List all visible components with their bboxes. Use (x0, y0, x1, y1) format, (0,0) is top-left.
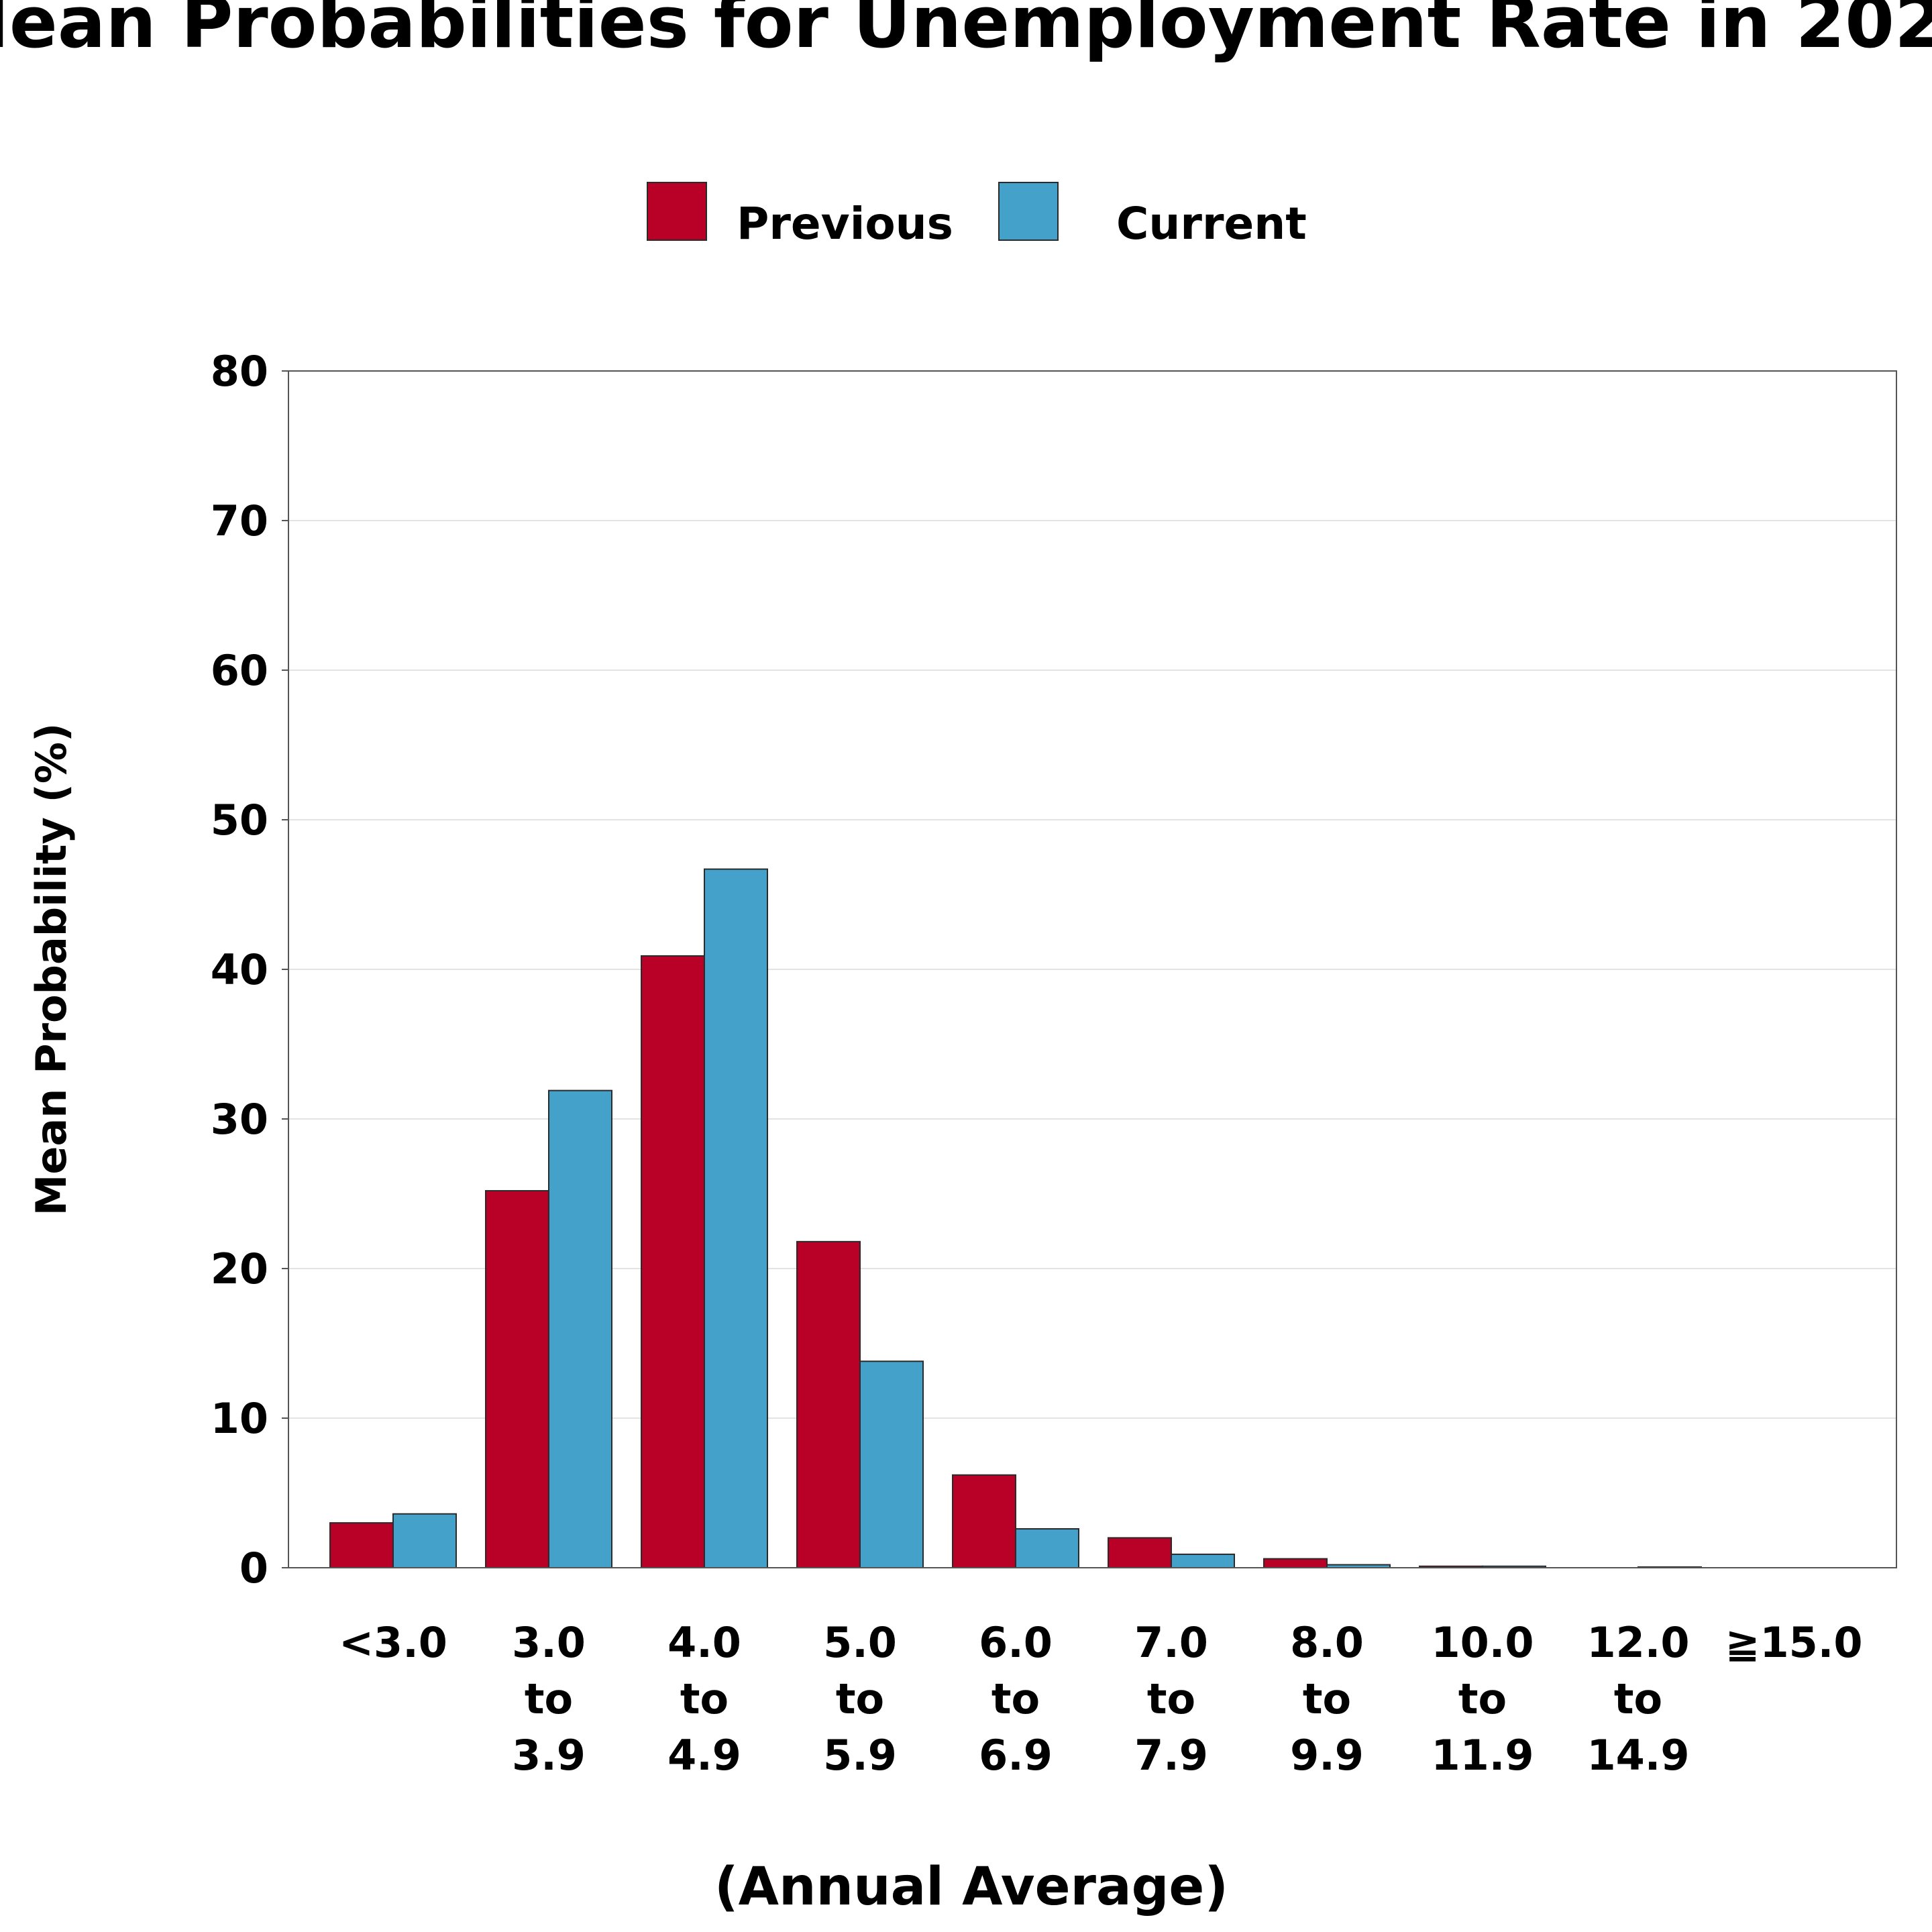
bar-current-5 (1171, 1553, 1235, 1568)
x-tick-label: 6.0 to 6.9 (979, 1618, 1053, 1780)
bar-current-2 (704, 868, 768, 1568)
y-axis-label: Mean Probability (%) (27, 723, 76, 1216)
bar-current-0 (392, 1513, 457, 1568)
x-tick-label-line: to (525, 1674, 573, 1723)
x-tick-label-line: 12.0 (1587, 1618, 1690, 1667)
x-tick-label-line: 3.9 (512, 1731, 586, 1780)
x-tick-label-line: 7.9 (1134, 1731, 1208, 1780)
bar-current-4 (1015, 1528, 1079, 1569)
legend-swatch-current (998, 182, 1059, 241)
x-tick-label-line: 11.9 (1432, 1731, 1534, 1780)
legend-label-previous: Previous (737, 198, 953, 250)
x-tick-label: 4.0 to 4.9 (667, 1618, 741, 1780)
x-tick-label-line: <3.0 (339, 1618, 447, 1667)
x-tick-label-line: to (680, 1674, 729, 1723)
y-axis-ticks: 0 10 20 30 40 50 60 70 80 (211, 347, 288, 1593)
bar-previous-1 (485, 1190, 549, 1569)
bar-current-1 (548, 1089, 612, 1568)
bar-previous-5 (1108, 1537, 1172, 1568)
y-tick-label: 80 (211, 347, 268, 396)
y-tick-label: 30 (211, 1095, 268, 1144)
bar-previous-0 (329, 1522, 394, 1569)
x-tick-label-line: 6.0 (979, 1618, 1053, 1667)
chart-title: Mean Probabilities for Unemployment Rate… (0, 0, 1932, 64)
legend-label-current: Current (1116, 198, 1307, 250)
x-tick-label-line: 10.0 (1432, 1618, 1534, 1667)
bar-previous-2 (641, 955, 705, 1569)
bar-previous-6 (1263, 1558, 1328, 1569)
legend: Previous Current (647, 182, 1307, 250)
y-tick-label: 40 (211, 945, 268, 994)
x-axis-label: (Annual Average) (714, 1857, 1228, 1917)
bar-previous-3 (796, 1240, 861, 1568)
x-tick-label-line: 4.0 (667, 1618, 741, 1667)
x-tick-label: 8.0 to 9.9 (1290, 1618, 1364, 1780)
x-tick-label-line: to (1147, 1674, 1195, 1723)
x-tick-label-line: to (836, 1674, 884, 1723)
x-tick-label-line: ≧15.0 (1725, 1618, 1863, 1667)
y-tick-label: 50 (211, 796, 268, 845)
x-tick-label: 12.0 to 14.9 (1587, 1618, 1690, 1780)
bar-current-3 (859, 1360, 924, 1568)
y-tick-label: 0 (239, 1544, 268, 1593)
x-tick-label: 5.0 to 5.9 (823, 1618, 897, 1780)
legend-swatch-previous (647, 182, 707, 241)
y-tick-label: 10 (211, 1394, 268, 1443)
x-tick-label-line: 3.0 (512, 1618, 586, 1667)
x-tick-label-line: to (991, 1674, 1040, 1723)
x-tick-label-line: 9.9 (1290, 1731, 1364, 1780)
y-tick-label: 60 (211, 646, 268, 695)
x-tick-label-line: to (1614, 1674, 1662, 1723)
x-tick-label-line: 7.0 (1134, 1618, 1208, 1667)
x-tick-label: 3.0 to 3.9 (512, 1618, 586, 1780)
bar-previous-4 (952, 1474, 1016, 1568)
y-tick-label: 20 (211, 1244, 268, 1293)
bars (329, 868, 1702, 1569)
x-tick-label: 10.0 to 11.9 (1432, 1618, 1534, 1780)
x-tick-label-line: to (1458, 1674, 1507, 1723)
x-tick-label-line: to (1303, 1674, 1351, 1723)
x-tick-label-line: 5.0 (823, 1618, 897, 1667)
x-tick-label: 7.0 to 7.9 (1134, 1618, 1208, 1780)
x-tick-label: ≧15.0 (1725, 1618, 1863, 1667)
x-tick-label-line: 6.9 (979, 1731, 1053, 1780)
x-tick-label-line: 4.9 (667, 1731, 741, 1780)
x-tick-label: <3.0 (339, 1618, 447, 1667)
y-tick-label: 70 (211, 496, 268, 545)
x-tick-label-line: 8.0 (1290, 1618, 1364, 1667)
x-axis-ticks: <3.0 3.0 to 3.9 4.0 to 4.9 5.0 to 5.9 6.0 to 6.9 7.0 t… (339, 1618, 1862, 1780)
x-tick-label-line: 5.9 (823, 1731, 897, 1780)
x-tick-label-line: 14.9 (1587, 1731, 1690, 1780)
